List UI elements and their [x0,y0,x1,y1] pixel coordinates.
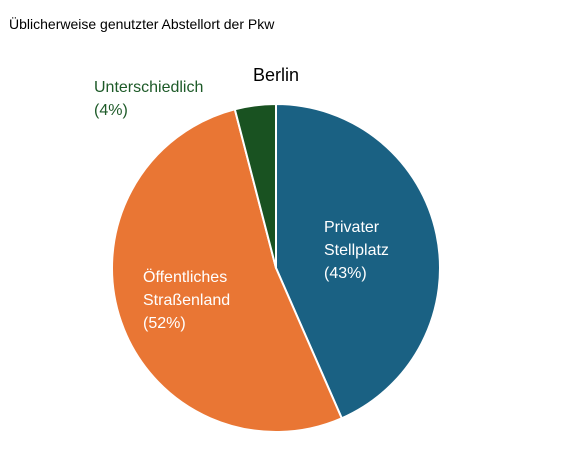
pie-slice-privater-stellplatz [275,103,441,420]
data-label-percent: (4%) [94,102,128,119]
data-label-percent: (43%) [324,265,367,282]
data-label-oeffentliches-strassenland: Öffentliches Straßenland (52%) [143,268,230,332]
chart-title: Berlin [253,65,299,85]
data-label-line: Stellplatz [324,242,389,259]
data-label-line: Unterschiedlich [94,79,203,96]
data-label-line: Straßenland [143,292,230,309]
data-label-line: Privater [324,219,380,236]
data-label-privater-stellplatz: Privater Stellplatz (43%) [324,219,389,282]
pie-slice-oeffentliches-strassenland [111,108,343,433]
slices-layer [111,103,441,433]
pie-slice-unterschiedlich [233,103,277,269]
chart-heading: Üblicherweise genutzter Abstellort der P… [9,16,275,32]
labels-layer: Privater Stellplatz (43%) Öffentliches Straß… [94,79,389,332]
data-label-percent: (52%) [143,315,186,332]
data-label-unterschiedlich: Unterschiedlich (4%) [94,79,203,119]
data-label-line: Öffentliches [143,268,227,286]
